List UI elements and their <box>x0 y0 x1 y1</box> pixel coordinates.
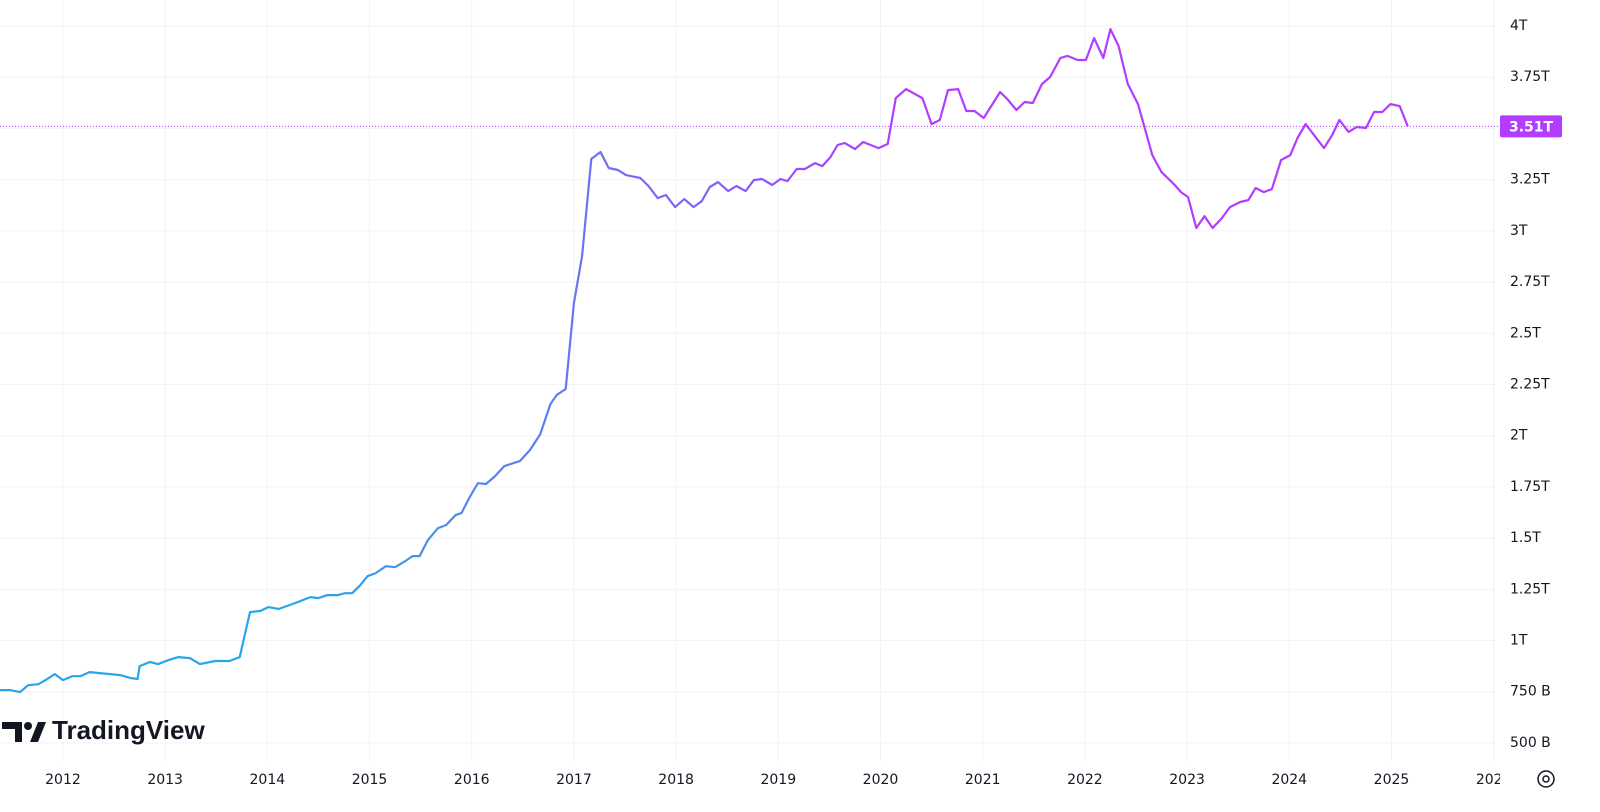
x-tick-label: 2012 <box>45 772 81 788</box>
x-tick-label: 2014 <box>250 772 286 788</box>
y-tick-label: 2T <box>1510 428 1528 444</box>
y-tick-label: 500 B <box>1510 735 1551 751</box>
x-tick-label: 2019 <box>760 772 796 788</box>
settings-button[interactable] <box>1537 770 1555 788</box>
y-tick-label: 1.5T <box>1510 530 1541 546</box>
y-tick-label: 1.75T <box>1510 479 1550 495</box>
settings-icon[interactable] <box>1542 775 1550 783</box>
watermark-text: TradingView <box>52 715 205 745</box>
y-tick-label: 2.25T <box>1510 376 1550 392</box>
logo <box>2 722 22 742</box>
x-tick-label: 2017 <box>556 772 592 788</box>
y-tick-label: 2.5T <box>1510 325 1541 341</box>
x-tick-label: 2024 <box>1271 772 1307 788</box>
y-tick-label: 1T <box>1510 633 1528 649</box>
x-tick-label: 2016 <box>454 772 490 788</box>
watermark: TradingView <box>2 715 205 745</box>
x-tick-label: 2023 <box>1169 772 1205 788</box>
logo <box>24 722 32 730</box>
y-tick-label: 3.75T <box>1510 69 1550 85</box>
y-tick-label: 750 B <box>1510 684 1551 700</box>
x-tick-label: 2021 <box>965 772 1001 788</box>
x-tick-label: 2022 <box>1067 772 1103 788</box>
x-tick-label: 2013 <box>147 772 183 788</box>
x-tick-label: 2018 <box>658 772 694 788</box>
series-line <box>0 28 1409 694</box>
x-tick-label: 2025 <box>1374 772 1410 788</box>
x-tick-label: 2020 <box>863 772 899 788</box>
price-label: 3.51T <box>1509 119 1554 135</box>
y-tick-label: 2.75T <box>1510 274 1550 290</box>
y-tick-label: 3.25T <box>1510 172 1550 188</box>
price-label-box <box>1500 115 1562 138</box>
x-tick-label: 2015 <box>352 772 388 788</box>
x-tick-label: 2026 <box>1476 772 1512 788</box>
settings-icon[interactable] <box>1537 770 1555 788</box>
y-tick-label: 4T <box>1510 18 1528 34</box>
y-tick-label: 1.25T <box>1510 581 1550 597</box>
y-tick-label: 3T <box>1510 223 1528 239</box>
logo <box>30 722 46 742</box>
